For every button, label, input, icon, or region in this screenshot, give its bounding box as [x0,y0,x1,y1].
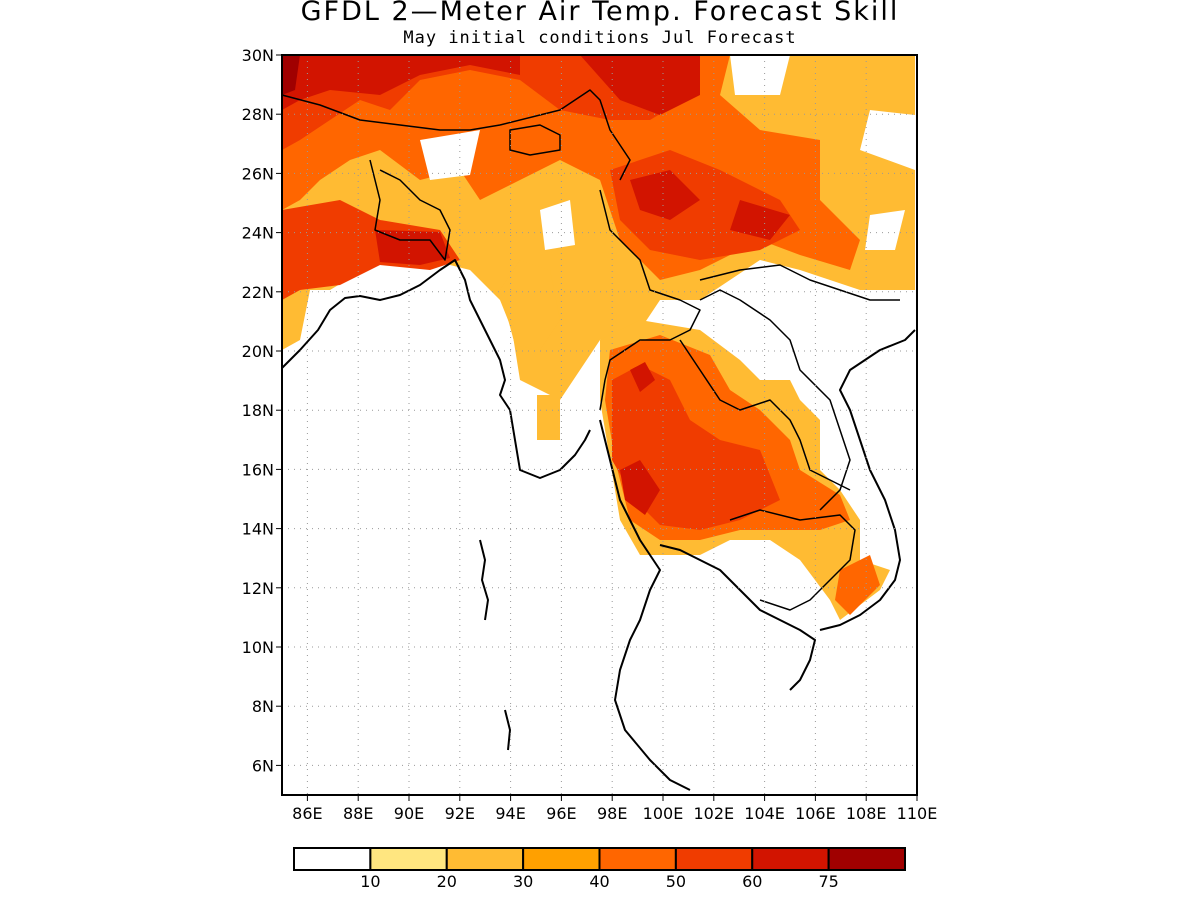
skill-region-north-peak [282,55,520,110]
skill-region-bangladesh-core [375,230,450,265]
lat-tick-label: 30N [242,46,274,65]
lon-tick-label: 100E [643,804,684,823]
lon-tick-label: 110E [897,804,938,823]
colorbar-label: 10 [360,872,380,891]
lon-tick-label: 86E [292,804,322,823]
skill-gap-burma-north [540,200,575,250]
border-bhutan [509,124,561,156]
skill-gap-china [865,210,905,250]
colorbar: 10 20 30 40 50 60 75 [293,847,906,891]
colorbar-swatch [751,847,830,871]
lon-tick-label: 88E [343,804,373,823]
colorbar-label: 40 [589,872,609,891]
border-india-china [499,89,631,181]
skill-region-thailand-peak [620,460,660,515]
colorbar-label: 75 [818,872,838,891]
border-china-vietnam [699,264,900,301]
skill-shading [282,55,915,620]
skill-region-yunnan-core [630,170,700,220]
andaman-islands [479,539,489,621]
lon-axis: 86E 88E 90E 92E 94E 96E 98E 100E 102E 104E 106E 108… [292,795,937,823]
gulf-thailand-coast [659,544,816,691]
lat-tick-label: 14N [242,520,274,539]
lat-axis: 30N 28N 26N 24N 22N 20N 18N 16N 14N 12N 10N 8N 6N [242,46,282,775]
lon-tick-label: 104E [744,804,785,823]
lat-tick-label: 28N [242,105,274,124]
colorbar-swatch [522,847,601,871]
lat-tick-label: 18N [242,401,274,420]
lat-tick-label: 8N [252,697,274,716]
colorbar-label: 60 [742,872,762,891]
lat-tick-label: 6N [252,756,274,775]
skill-gap-tibet [730,55,790,95]
lat-tick-label: 10N [242,638,274,657]
lat-tick-label: 12N [242,579,274,598]
lat-tick-label: 26N [242,164,274,183]
border-nepal [281,94,501,131]
lon-tick-label: 108E [846,804,887,823]
skill-region-corner [282,55,300,95]
colorbar-swatch [674,847,754,871]
lon-tick-label: 90E [394,804,424,823]
skill-region-thailand-spot [630,362,655,392]
border-burma-east [599,189,701,411]
colorbar-swatch [293,847,372,871]
lon-tick-label: 94E [495,804,525,823]
lon-tick-label: 92E [445,804,475,823]
lon-tick-label: 98E [597,804,627,823]
skill-region-vietnam-south [835,555,880,615]
vietnam-coast [819,329,916,631]
border-cambodia [729,509,856,611]
thai-coast [599,419,691,791]
skill-region-burma [500,260,560,350]
lon-tick-label: 96E [546,804,576,823]
skill-region-yunnan-peak [730,200,790,240]
colorbar-swatch [598,847,677,871]
colorbar-label: 20 [437,872,457,891]
colorbar-swatch [445,847,525,871]
coastlines [281,259,916,791]
map-subtitle: May initial conditions Jul Forecast [403,28,797,48]
nicobar-islands [504,709,511,751]
lat-tick-label: 22N [242,283,274,302]
colorbar-swatch [369,847,448,871]
skill-region-tibet-peak [580,55,700,115]
border-bangladesh [369,159,451,261]
skill-region-arakan [537,395,560,440]
colorbar-swatch [827,847,906,871]
map-frame [281,54,918,796]
skill-gap-assam [420,130,480,180]
colorbar-label: 30 [513,872,533,891]
lat-tick-label: 20N [242,342,274,361]
lat-tick-label: 16N [242,460,274,479]
border-laos [699,289,851,511]
colorbar-label: 50 [666,872,686,891]
skill-region-bangladesh [282,200,460,300]
lon-tick-label: 102E [693,804,734,823]
india-coast [281,259,591,479]
map-title: GFDL 2—Meter Air Temp. Forecast Skill [300,0,900,27]
lat-tick-label: 24N [242,224,274,243]
lon-tick-label: 106E [795,804,836,823]
